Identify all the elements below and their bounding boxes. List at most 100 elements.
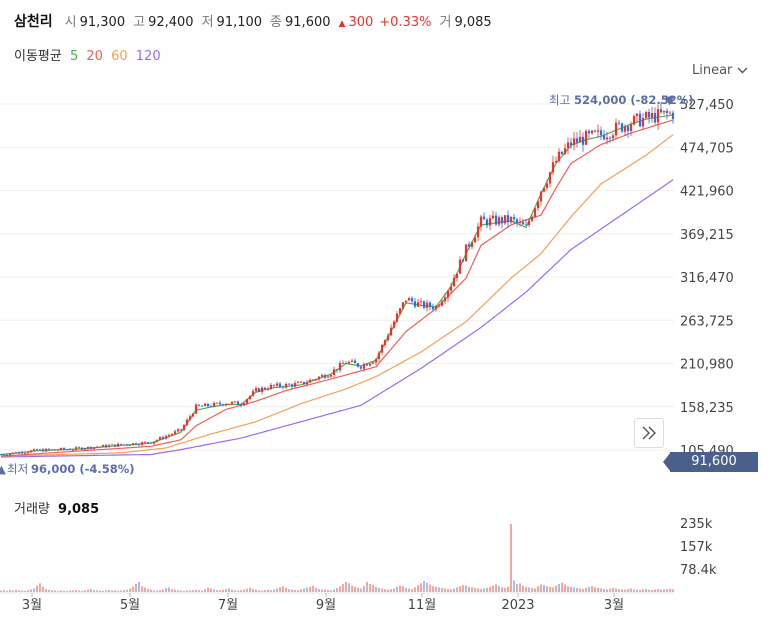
volume-bar xyxy=(165,587,167,592)
candle-body xyxy=(119,443,123,445)
volume-bar xyxy=(543,585,545,592)
volume-bar xyxy=(174,589,176,592)
volume-bar xyxy=(366,581,368,592)
volume-bar xyxy=(519,583,521,592)
volume-bar xyxy=(102,590,104,592)
candle-body xyxy=(62,447,66,450)
volume-bar xyxy=(408,588,410,592)
volume-bar xyxy=(54,590,56,592)
high-marker-icon: ▼ xyxy=(665,93,674,107)
candle-body xyxy=(356,363,360,367)
candle-body xyxy=(464,244,468,262)
volume-bar xyxy=(540,584,542,592)
volume-bar xyxy=(189,590,191,592)
candle-body xyxy=(659,109,663,113)
volume-bar xyxy=(42,586,44,592)
volume-bar xyxy=(99,590,101,592)
candle-body xyxy=(581,137,585,145)
candle-body xyxy=(221,404,225,406)
volume-bar xyxy=(228,588,230,592)
volume-bar xyxy=(327,589,329,592)
low-annotation: ▲ 최저 96,000 (-4.58%) xyxy=(0,462,135,476)
volume-bar xyxy=(114,590,116,592)
volume-bar xyxy=(141,586,143,592)
volume-bar xyxy=(264,589,266,592)
volume-bar xyxy=(249,587,251,592)
candle-body xyxy=(377,352,381,360)
volume-bar xyxy=(492,585,494,592)
volume-bar xyxy=(447,589,449,592)
candle-body xyxy=(212,402,216,407)
candle-body xyxy=(578,137,582,143)
volume-bar xyxy=(666,589,668,592)
volume-bar xyxy=(285,587,287,592)
candle-body xyxy=(446,290,450,298)
candle-body xyxy=(479,216,483,227)
volume-bar xyxy=(300,589,302,592)
volume-bar xyxy=(591,586,593,592)
volume-bar xyxy=(156,590,158,592)
volume-bar xyxy=(465,585,467,592)
candle-body xyxy=(113,444,117,447)
candle-body xyxy=(653,113,657,123)
candle-body xyxy=(584,131,588,145)
volume-bar xyxy=(585,587,587,592)
ma-5-label[interactable]: 5 xyxy=(69,49,79,64)
candle-body xyxy=(476,226,480,238)
candle-body xyxy=(326,376,330,378)
high-annotation-value: 524,000 (-82.52%) xyxy=(574,93,694,107)
candle-body xyxy=(311,379,315,381)
candle-body xyxy=(257,388,261,392)
candle-body xyxy=(203,403,207,407)
candle-body xyxy=(194,404,198,414)
candle-body xyxy=(518,222,522,223)
candle-body xyxy=(458,259,462,274)
expand-chart-button[interactable] xyxy=(634,418,664,448)
volume-bar xyxy=(531,587,533,592)
candle-body xyxy=(44,448,48,452)
volume-bar xyxy=(96,590,98,592)
volume-bar xyxy=(582,589,584,592)
volume-bars xyxy=(0,524,674,592)
candle-body xyxy=(320,375,324,377)
volume-bar xyxy=(483,588,485,592)
volume-bar xyxy=(324,589,326,592)
volume-bar xyxy=(150,589,152,592)
volume-bar xyxy=(606,589,608,592)
volume-bar xyxy=(243,589,245,592)
candle-body xyxy=(218,402,222,405)
ma-60-line xyxy=(1,134,674,457)
candle-body xyxy=(155,439,159,442)
volume-bar xyxy=(549,586,551,592)
candle-body xyxy=(215,402,219,404)
volume-bar xyxy=(51,590,53,592)
candle-body xyxy=(74,447,78,450)
volume-bar xyxy=(663,589,665,592)
volume-bar xyxy=(90,589,92,592)
volume-bar xyxy=(576,587,578,592)
candle-body xyxy=(395,313,399,322)
ma-60-label[interactable]: 60 xyxy=(111,49,128,64)
candle-body xyxy=(461,259,465,262)
candle-body xyxy=(239,404,243,406)
candle-body xyxy=(245,399,249,404)
volume-bar xyxy=(561,582,563,592)
candle-body xyxy=(23,452,27,454)
volume-bar xyxy=(57,590,59,592)
time-tick-label: 5월 xyxy=(120,598,140,613)
scale-dropdown[interactable]: Linear xyxy=(692,63,748,78)
ma-120-label[interactable]: 120 xyxy=(135,49,161,64)
candle-body xyxy=(188,416,192,420)
volume-bar xyxy=(15,589,17,592)
volume-bar xyxy=(339,586,341,592)
candle-body xyxy=(515,219,519,223)
volume-bar xyxy=(414,587,416,592)
volume-bar xyxy=(132,586,134,592)
ma-20-label[interactable]: 20 xyxy=(86,49,103,64)
volume-bar xyxy=(312,585,314,592)
candle-body xyxy=(98,446,102,448)
volume-bar xyxy=(513,580,515,592)
low-marker-icon: ▲ xyxy=(0,462,6,476)
candle-body xyxy=(623,126,627,132)
